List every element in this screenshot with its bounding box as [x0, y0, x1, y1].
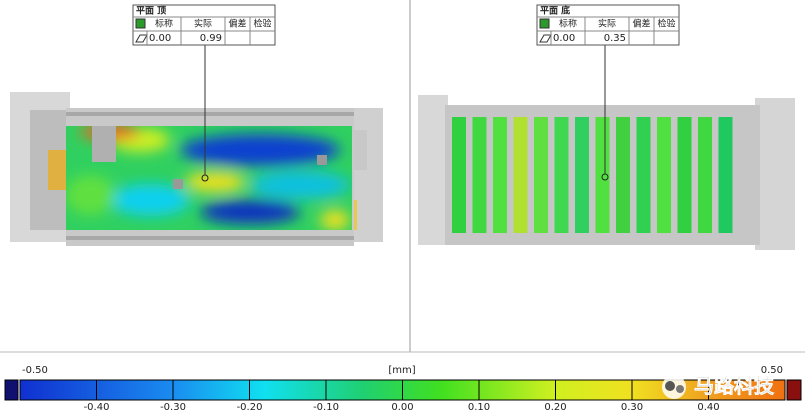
strip	[534, 117, 548, 233]
strip	[718, 117, 733, 233]
strip	[513, 117, 528, 233]
min-label: -0.50	[22, 365, 48, 376]
actual: 0.99	[200, 33, 222, 44]
label-box: 平面 底标称 实际 偏差 检验 0.00 0.35	[536, 4, 680, 46]
nominal: 0.00	[553, 33, 575, 44]
strip	[698, 117, 712, 233]
header: 检验	[657, 18, 675, 30]
icon	[135, 18, 146, 29]
tick-label: -0.10	[313, 402, 339, 413]
tick-label: 0.10	[468, 402, 490, 413]
icon	[539, 18, 550, 29]
header: 偏差	[632, 18, 650, 30]
tick-label: -0.30	[160, 402, 186, 413]
tick-label: 0.00	[391, 402, 413, 413]
strip	[677, 117, 692, 233]
max-label: 0.50	[761, 365, 783, 376]
box	[132, 4, 276, 46]
tick-label: -0.20	[237, 402, 263, 413]
header: 实际	[598, 18, 616, 30]
strip	[493, 117, 507, 233]
actual: 0.35	[604, 33, 626, 44]
colorbar: -0.50 [mm] 0.50 -0.40 -0.30 -0.20 -0.10 0.00…	[4, 365, 802, 413]
nominal: 0.00	[149, 33, 171, 44]
strip	[657, 117, 671, 233]
header: 偏差	[228, 18, 246, 30]
tick-label: 0.20	[544, 402, 566, 413]
header: 标称	[559, 18, 577, 30]
watermark: 马路科技	[662, 373, 775, 399]
strip	[636, 117, 651, 233]
watermark-text: 马路科技	[694, 374, 775, 398]
label-box: 平面 顶标称 实际 偏差 检验 0.00 0.99	[132, 4, 276, 46]
tick-label: -0.40	[84, 402, 110, 413]
right-view	[418, 45, 795, 250]
box-title: 平面 顶	[136, 6, 166, 17]
header: 检验	[253, 18, 271, 30]
header: 实际	[194, 18, 212, 30]
left-view	[10, 45, 383, 246]
strip	[616, 117, 630, 233]
box-title: 平面 底	[540, 5, 570, 17]
strip	[554, 117, 569, 233]
box	[536, 4, 680, 46]
strip	[452, 117, 466, 233]
strip	[472, 117, 487, 233]
tick-label: 0.30	[621, 402, 643, 413]
header: 标称	[155, 18, 173, 30]
tick-label: 0.40	[697, 402, 719, 413]
unit: [mm]	[388, 365, 415, 376]
strip	[575, 117, 589, 233]
